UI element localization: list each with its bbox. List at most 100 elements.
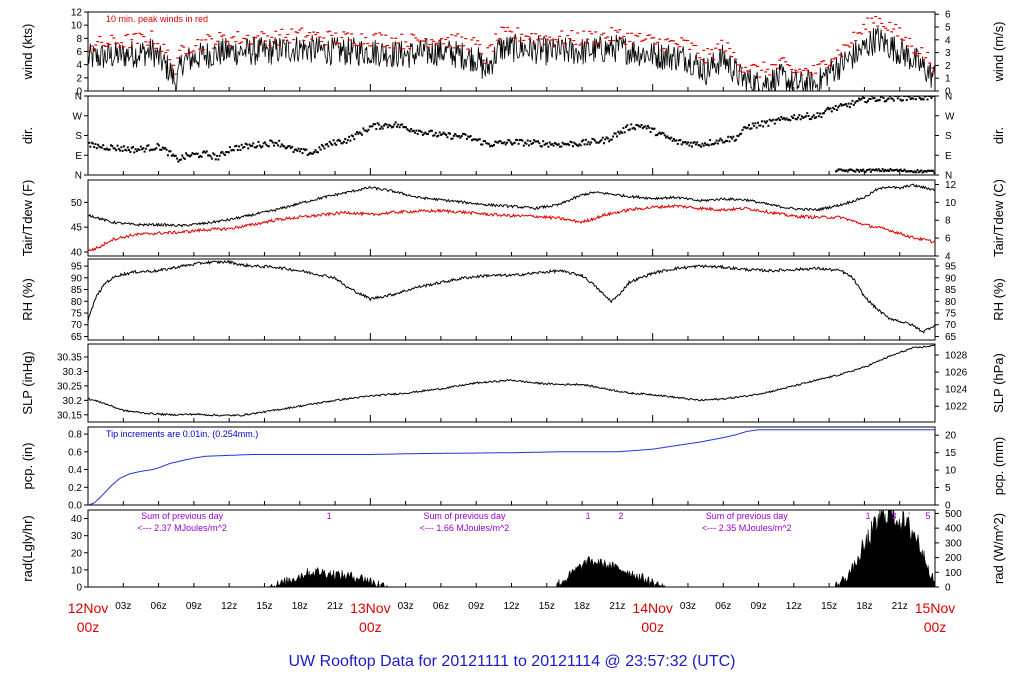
wind-direction-point (288, 145, 291, 148)
wind-direction-point (645, 127, 648, 130)
wind-direction-point (486, 142, 489, 145)
dir-ytick-right-label: N (945, 171, 952, 182)
slp-ytick-label: 30.25 (57, 381, 82, 392)
wind-direction-point (692, 141, 695, 144)
wind-direction-point (911, 170, 914, 173)
wind-direction-point (896, 97, 899, 100)
wind-direction-point (782, 117, 785, 120)
wind-direction-point (920, 98, 923, 101)
wind-direction-point (863, 170, 866, 173)
wind-direction-point (856, 100, 859, 102)
wind-direction-point (891, 169, 894, 172)
wind-direction-point (932, 169, 935, 172)
wind-direction-point (793, 114, 796, 117)
wind-direction-point (872, 97, 875, 100)
wind-direction-point (851, 99, 854, 102)
wind-direction-point (531, 142, 534, 144)
wind-direction-point (148, 149, 151, 152)
wind-direction-point (186, 154, 189, 157)
wind-direction-point (891, 97, 894, 100)
wind-direction-point (786, 118, 789, 121)
wind-direction-point (861, 96, 864, 99)
wind-direction-point (152, 148, 155, 151)
wind-direction-point (928, 169, 931, 172)
wind-direction-point (841, 104, 844, 107)
wind-direction-point (890, 169, 893, 172)
wind-direction-point (452, 134, 455, 137)
wind-direction-point (687, 141, 690, 144)
wind-direction-point (522, 144, 525, 147)
wind-direction-point (327, 145, 330, 148)
wind-direction-point (715, 139, 718, 142)
rh-ytick-right-label: 65 (945, 332, 957, 343)
wind-direction-point (517, 142, 520, 145)
wind-direction-point (728, 140, 731, 143)
dir-ytick-right-label: S (945, 131, 952, 142)
wind-direction-point (706, 143, 709, 146)
wind-direction-point (909, 98, 912, 100)
wind-direction-point (447, 132, 450, 135)
wind-direction-point (758, 124, 761, 127)
wind-direction-point (612, 135, 615, 138)
wind-direction-point (808, 118, 811, 121)
wind-direction-point (89, 145, 92, 148)
wind-direction-point (333, 142, 336, 145)
wind-direction-point (887, 97, 890, 100)
wind-direction-point (675, 139, 678, 142)
wind-direction-point (354, 133, 357, 136)
wind-direction-point (102, 144, 105, 147)
wind-direction-point (482, 140, 485, 142)
wind-direction-point (295, 148, 297, 151)
wind-direction-point (901, 170, 903, 172)
wind-direction-point (587, 140, 590, 143)
wind-direction-point (898, 169, 901, 172)
wind-direction-point (331, 143, 334, 146)
wind-direction-point (401, 123, 404, 126)
slp-ylabel: SLP (inHg) (20, 351, 35, 414)
wind-direction-point (500, 142, 503, 145)
wind-direction-point (647, 125, 649, 128)
wind-direction-point (934, 98, 935, 101)
wind-direction-point (318, 146, 321, 149)
rad-ytick-label: 20 (71, 548, 83, 559)
wind-direction-point (606, 137, 609, 140)
wind-direction-point (604, 138, 607, 141)
wind-direction-point (498, 140, 501, 143)
wind-direction-point (357, 132, 360, 135)
wind-direction-point (710, 143, 713, 146)
wind-direction-point (279, 145, 282, 148)
wind-direction-point (605, 136, 608, 139)
wind-direction-point (304, 149, 307, 152)
wind-direction-point (443, 133, 446, 135)
daily-sum-value: <--- 1.66 MJoules/m^2 (420, 523, 510, 533)
wind-direction-point (412, 129, 415, 132)
time-tick-label: 06z (433, 601, 449, 612)
wind-direction-point (737, 134, 740, 137)
wind-direction-point (326, 143, 329, 146)
wind-direction-point (122, 145, 125, 148)
wind-direction-point (889, 96, 891, 97)
wind-direction-point (508, 139, 511, 142)
wind-direction-point (113, 147, 116, 150)
wind-direction-point (753, 124, 756, 127)
rh-ytick-label: 80 (71, 297, 83, 308)
wind-direction-point (862, 168, 865, 171)
wind-direction-point (451, 137, 454, 140)
wind-direction-point (244, 142, 247, 145)
wind-direction-point (899, 98, 902, 101)
wind-direction-point (892, 99, 895, 102)
wind-direction-point (203, 150, 206, 153)
wind-series-1 (88, 15, 935, 78)
wind-direction-point (348, 135, 351, 138)
rh-ytick-label: 65 (71, 332, 83, 343)
slp-ytick-label: 30.35 (57, 353, 82, 364)
wind-direction-point (389, 124, 392, 127)
date-time-label: 00z (77, 619, 100, 635)
wind-direction-point (661, 131, 664, 134)
pcp-ytick-right-label: 10 (945, 466, 957, 477)
wind-direction-point (609, 138, 612, 141)
wind-direction-point (859, 98, 862, 101)
wind-direction-point (183, 157, 186, 160)
wind-direction-point (252, 142, 255, 145)
